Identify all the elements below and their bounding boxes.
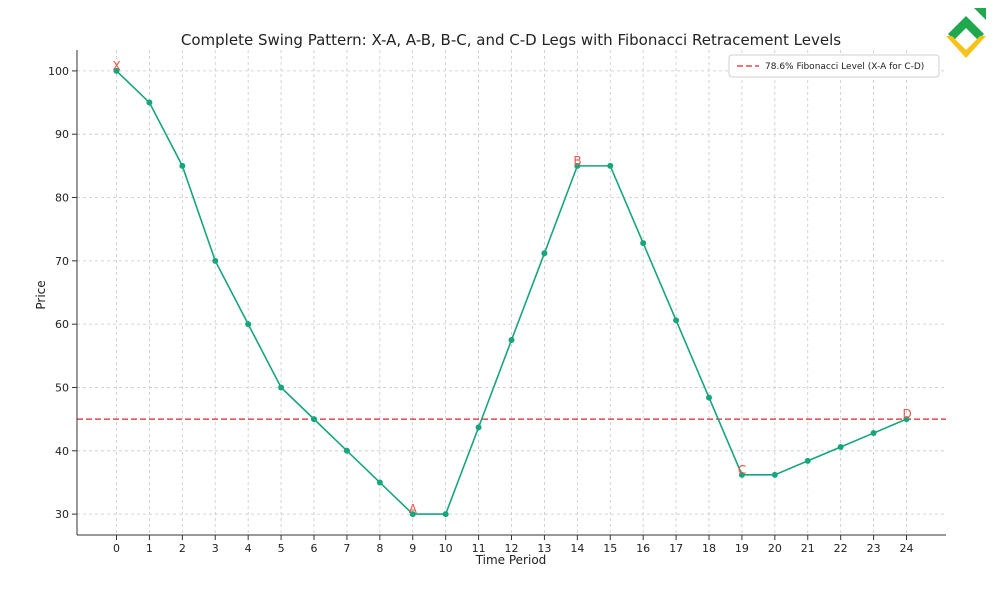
x-tick-label: 8 bbox=[376, 542, 383, 555]
brand-logo-icon bbox=[946, 8, 986, 58]
x-tick-label: 0 bbox=[113, 542, 120, 555]
x-tick-label: 15 bbox=[603, 542, 617, 555]
chart-title: Complete Swing Pattern: X-A, A-B, B-C, a… bbox=[181, 31, 841, 49]
y-tick-label: 30 bbox=[55, 508, 69, 521]
x-tick-label: 23 bbox=[867, 542, 881, 555]
price-point bbox=[311, 416, 317, 423]
y-tick-label: 100 bbox=[48, 65, 69, 78]
legend: 78.6% Fibonacci Level (X-A for C-D) bbox=[728, 54, 940, 78]
swing-point-label: C bbox=[738, 463, 746, 477]
x-tick-label: 21 bbox=[801, 542, 815, 555]
price-point bbox=[343, 447, 350, 454]
price-point bbox=[475, 424, 482, 431]
legend-box bbox=[728, 54, 940, 78]
y-tick-label: 90 bbox=[55, 128, 69, 141]
price-point bbox=[409, 511, 416, 518]
price-point bbox=[804, 457, 811, 464]
price-point bbox=[837, 443, 844, 450]
swing-point-label: D bbox=[903, 407, 912, 421]
x-tick-label: 16 bbox=[636, 542, 650, 555]
price-point bbox=[146, 99, 153, 106]
x-tick-label: 22 bbox=[834, 542, 848, 555]
x-tick-label: 19 bbox=[735, 542, 749, 555]
axes: 0 1 2 3 4 5 6 7 8 9 10 11 12 13 14 15 16 17 18 19 20 21 22 23 24… bbox=[48, 50, 946, 555]
x-tick-label: 17 bbox=[669, 542, 683, 555]
price-point bbox=[738, 471, 745, 478]
y-tick-label: 70 bbox=[55, 255, 69, 268]
price-point bbox=[870, 430, 877, 437]
x-tick-label: 7 bbox=[343, 542, 350, 555]
price-point bbox=[574, 162, 581, 169]
grid bbox=[77, 50, 946, 535]
swing-point-label: X bbox=[113, 59, 121, 73]
x-tick-label: 12 bbox=[505, 542, 519, 555]
x-tick-label: 4 bbox=[245, 542, 252, 555]
x-tick-label: 3 bbox=[212, 542, 219, 555]
price-point bbox=[212, 257, 219, 264]
price-point bbox=[771, 471, 778, 478]
series-layer bbox=[113, 67, 910, 518]
price-point bbox=[903, 416, 910, 423]
x-tick-label: 9 bbox=[409, 542, 416, 555]
price-point bbox=[673, 317, 680, 324]
price-point bbox=[113, 67, 120, 74]
swing-point-label: B bbox=[573, 154, 581, 168]
legend-label: 78.6% Fibonacci Level (X-A for C-D) bbox=[765, 62, 924, 72]
y-axis-label: Price bbox=[34, 280, 48, 309]
price-point bbox=[640, 240, 647, 247]
x-tick-label: 5 bbox=[278, 542, 285, 555]
price-point bbox=[442, 511, 449, 518]
x-tick-label: 24 bbox=[900, 542, 914, 555]
price-point bbox=[706, 394, 712, 401]
price-point bbox=[179, 162, 186, 169]
price-point bbox=[245, 321, 252, 328]
y-tick-label: 40 bbox=[55, 445, 69, 458]
price-point bbox=[541, 250, 548, 257]
x-tick-label: 14 bbox=[570, 542, 584, 555]
y-tick-label: 60 bbox=[55, 318, 69, 331]
price-point bbox=[607, 162, 614, 169]
x-tick-label: 6 bbox=[311, 542, 318, 555]
x-tick-label: 2 bbox=[179, 542, 186, 555]
y-tick-label: 50 bbox=[55, 381, 69, 394]
x-tick-label: 13 bbox=[537, 542, 551, 555]
y-tick-label: 80 bbox=[55, 192, 69, 205]
x-axis-label: Time Period bbox=[475, 553, 547, 567]
price-point bbox=[376, 479, 383, 486]
price-point bbox=[508, 336, 515, 343]
x-tick-label: 11 bbox=[472, 542, 486, 555]
x-tick-label: 10 bbox=[439, 542, 453, 555]
price-point bbox=[278, 384, 285, 391]
x-tick-label: 18 bbox=[702, 542, 716, 555]
x-tick-label: 20 bbox=[768, 542, 782, 555]
point-annotations: X A B C D bbox=[113, 59, 912, 516]
swing-point-label: A bbox=[409, 502, 418, 516]
x-tick-label: 1 bbox=[146, 542, 153, 555]
